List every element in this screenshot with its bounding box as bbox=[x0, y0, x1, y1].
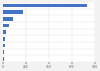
Bar bbox=[3, 30, 6, 34]
Bar bbox=[3, 50, 4, 54]
Bar bbox=[3, 37, 5, 41]
Bar bbox=[3, 10, 23, 14]
Bar bbox=[3, 4, 87, 7]
Bar bbox=[3, 17, 13, 21]
Bar bbox=[3, 44, 4, 47]
Bar bbox=[3, 57, 4, 61]
Bar bbox=[3, 24, 9, 27]
